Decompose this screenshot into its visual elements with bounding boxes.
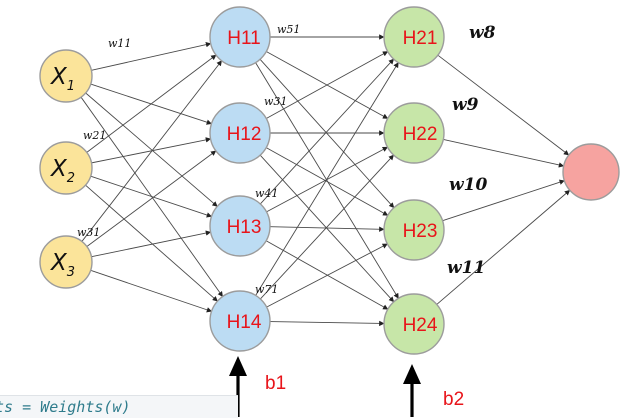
- edge-x2-h13: [90, 175, 213, 218]
- weight-label-w10: w10: [449, 175, 487, 195]
- edge-h12-h21: [266, 51, 389, 119]
- edge-x2-h14: [85, 184, 218, 302]
- edge-x3-h14: [90, 269, 213, 313]
- edge-h12-h23: [265, 147, 389, 216]
- input-label-3: X3: [50, 250, 75, 280]
- weight-label-w31: w31: [77, 226, 100, 239]
- edge-h21-output: [437, 54, 570, 156]
- connection-edges: [80, 34, 571, 327]
- edge-x2-h11: [86, 54, 217, 153]
- edge-h14-h23: [266, 243, 388, 308]
- hidden2-label-4: H24: [403, 315, 438, 336]
- hidden1-label-4: H14: [227, 312, 262, 333]
- hidden2-node-1: [383, 6, 445, 68]
- hidden2-node-4: [383, 293, 445, 355]
- edge-h13-h21: [259, 58, 395, 205]
- edge-h11-h23: [259, 58, 395, 209]
- edge-x3-h11: [81, 60, 223, 242]
- hidden2-node-3: [383, 199, 445, 261]
- weight-label-w11: w11: [108, 37, 131, 50]
- weight-label-w9: w9: [452, 95, 479, 115]
- weight-label-w8: w8: [469, 23, 496, 43]
- output-node: [562, 143, 620, 201]
- hidden1-label-2: H12: [227, 124, 262, 145]
- hidden1-node-3: [209, 195, 271, 257]
- edge-x2-h12: [91, 137, 212, 164]
- input-label-1: X1: [50, 64, 75, 94]
- edge-h14-h22: [260, 154, 394, 300]
- hidden1-label-3: H13: [227, 217, 262, 238]
- edge-h12-h24: [259, 154, 395, 303]
- hidden1-node-1: [209, 6, 271, 68]
- bias-label-b2: b2: [443, 389, 464, 410]
- hidden1-node-4: [209, 290, 271, 352]
- hidden2-label-2: H22: [403, 124, 438, 145]
- bias-arrow-b2: [403, 364, 421, 417]
- input-label-2: X2: [50, 156, 75, 186]
- hidden2-label-1: H21: [403, 28, 438, 49]
- network-nodes: X1 X2 X3 H11 H12 H13 H14 H21 H22 H23 H24: [39, 6, 620, 355]
- edge-x3-h13: [91, 230, 212, 258]
- bias-arrow-b1: [229, 356, 247, 417]
- weight-label-w31b: w31: [264, 95, 287, 108]
- edge-h23-output: [442, 179, 565, 222]
- hidden2-label-3: H23: [403, 221, 438, 242]
- code-snippet: nts = Weights(w): [0, 395, 238, 418]
- hidden1-label-1: H11: [227, 28, 260, 49]
- weight-label-w41: w41: [255, 187, 278, 200]
- edge-h14-h21: [255, 62, 399, 296]
- edge-x3-h12: [86, 150, 217, 247]
- weight-label-w11-output: w11: [447, 258, 485, 278]
- weight-label-w21: w21: [83, 129, 106, 142]
- edge-x1-h13: [85, 92, 218, 207]
- bias-label-b1: b1: [265, 373, 286, 394]
- edge-h22-output: [443, 139, 565, 168]
- hidden1-node-2: [209, 102, 271, 164]
- input-node-2: [39, 141, 93, 195]
- hidden2-node-2: [383, 102, 445, 164]
- edge-h24-output: [436, 189, 571, 305]
- weight-label-w51: w51: [277, 23, 300, 36]
- weight-label-w71: w71: [255, 283, 278, 296]
- input-node-3: [39, 235, 93, 289]
- edge-h14-h24: [269, 320, 385, 327]
- input-node-1: [39, 49, 93, 103]
- edge-h13-h23: [269, 226, 385, 232]
- edge-h11-h24: [255, 62, 399, 299]
- edge-x1-h11: [91, 41, 212, 71]
